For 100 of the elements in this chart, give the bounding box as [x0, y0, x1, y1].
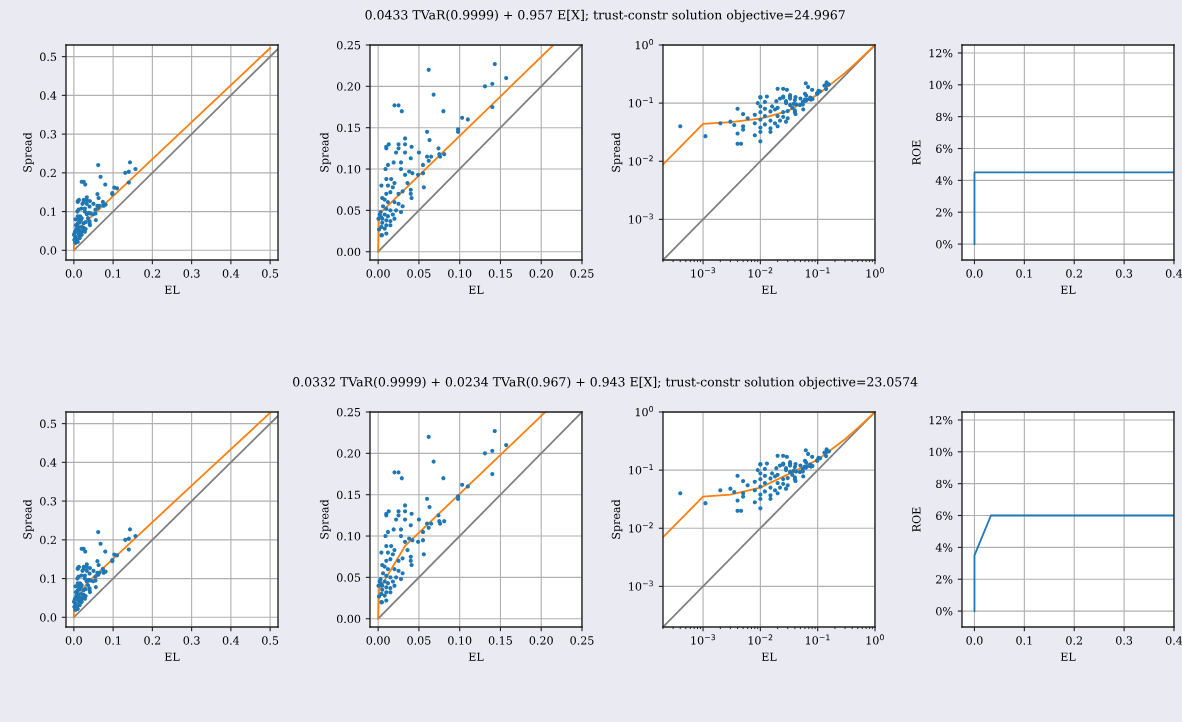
y-tick-label: 2% [936, 575, 953, 584]
y-axis-title: Spread [319, 132, 331, 172]
x-tick-label: 0.2 [1066, 636, 1082, 645]
text: 0.0332 TVaR(0.9999) + 0.0234 TVaR(0.967) + 0.943 E[X]; trust-constr solution objective=23.0574 [293, 376, 918, 390]
y-tick-label: 10$^{−1}$ [629, 464, 653, 475]
y-tick-label: 10$^{−3}$ [629, 580, 653, 591]
x-tick-label: 0.10 [448, 269, 472, 278]
x-axis-title: EL [1060, 652, 1076, 661]
y-tick-label: 6% [936, 511, 953, 520]
x-tick-label: 10$^{−2}$ [748, 634, 773, 645]
x-tick-label: 10$^{−1}$ [805, 267, 830, 278]
x-axis-title: EL [164, 285, 180, 294]
y-tick-label: 10$^{0}$ [635, 39, 654, 50]
x-tick-label: 0.15 [488, 269, 512, 278]
x-tick-label: 0.10 [448, 636, 472, 645]
x-axis-title: EL [468, 285, 484, 294]
y-tick-label: 8% [936, 479, 953, 489]
x-tick-label: 0.20 [529, 269, 553, 278]
y-tick-label: 0.25 [336, 40, 361, 50]
y-tick-label: 0.00 [336, 247, 361, 257]
y-tick-label: 12% [929, 415, 953, 425]
x-axis-title: EL [761, 652, 777, 661]
y-tick-label: 10$^{−2}$ [629, 155, 653, 166]
x-tick-label: 0.5 [262, 636, 279, 645]
x-tick-label: 0.5 [262, 269, 279, 278]
x-tick-label: 10$^{0}$ [866, 634, 884, 645]
y-tick-label: 0.3 [40, 130, 57, 139]
y-tick-label: 0.10 [336, 165, 361, 174]
x-tick-label: 0.1 [1016, 636, 1032, 645]
y-tick-label: 0.4 [40, 458, 57, 467]
y-tick-label: 10$^{−3}$ [629, 213, 653, 224]
y-tick-label: 8% [936, 112, 953, 122]
y-tick-label: 0.25 [336, 407, 361, 417]
x-tick-label: 10$^{−3}$ [691, 267, 716, 278]
x-axis-title: EL [761, 285, 777, 294]
y-tick-label: 0.2 [40, 535, 56, 545]
x-tick-label: 0.05 [407, 269, 431, 278]
y-tick-label: 12% [929, 48, 953, 58]
y-tick-label: 10% [929, 80, 953, 90]
y-tick-label: 0.05 [336, 573, 361, 582]
x-axis-title: EL [468, 652, 484, 661]
y-tick-label: 10$^{−2}$ [629, 522, 653, 533]
y-axis-title: ROE [912, 507, 921, 532]
x-tick-label: 0.3 [183, 269, 200, 278]
x-tick-label: 0.3 [1116, 636, 1133, 645]
y-axis-title: ROE [912, 140, 921, 165]
y-tick-label: 0% [936, 240, 953, 249]
x-tick-label: 0.4 [1165, 636, 1182, 645]
x-tick-label: 0.1 [105, 269, 121, 278]
y-tick-label: 0.20 [336, 82, 361, 91]
y-tick-label: 0.2 [40, 168, 56, 178]
line-series [377, 412, 547, 620]
y-tick-label: 0.3 [40, 497, 57, 506]
y-tick-label: 0.10 [336, 532, 361, 541]
y-tick-label: 10% [929, 447, 953, 457]
y-tick-label: 4% [935, 543, 953, 552]
y-tick-label: 6% [936, 144, 953, 153]
y-tick-label: 0.15 [336, 123, 361, 133]
y-tick-label: 0.05 [336, 206, 361, 215]
x-tick-label: 0.4 [222, 636, 240, 645]
x-tick-label: 0.2 [1066, 269, 1082, 278]
x-tick-label: 0.4 [1165, 269, 1182, 278]
x-tick-label: 0.15 [488, 636, 512, 645]
y-tick-label: 0.15 [336, 490, 361, 500]
x-tick-label: 10$^{−3}$ [691, 634, 716, 645]
x-axis-title: EL [164, 652, 180, 661]
x-tick-label: 0.20 [529, 636, 553, 645]
x-tick-label: 0.1 [105, 636, 121, 645]
y-tick-label: 0.5 [40, 52, 57, 61]
x-tick-label: 0.00 [366, 636, 390, 645]
y-axis-title: Spread [611, 132, 623, 172]
y-tick-label: 2% [936, 208, 953, 217]
y-tick-label: 10$^{0}$ [635, 406, 654, 417]
x-tick-label: 0.4 [222, 269, 240, 278]
x-tick-label: 10$^{0}$ [866, 267, 884, 278]
y-axis-title: Spread [22, 132, 34, 172]
x-tick-label: 0.3 [183, 636, 200, 645]
y-axis-title: Spread [611, 499, 623, 539]
y-tick-label: 0.00 [336, 614, 361, 624]
x-tick-label: 0.0 [65, 636, 82, 645]
y-tick-label: 0.4 [40, 91, 57, 100]
x-tick-label: 0.3 [1116, 269, 1133, 278]
y-tick-label: 4% [935, 176, 953, 185]
y-axis-title: Spread [319, 499, 331, 539]
x-tick-label: 10$^{−1}$ [805, 634, 830, 645]
x-tick-label: 0.0 [65, 269, 82, 278]
y-tick-label: 0.20 [336, 449, 361, 458]
y-tick-label: 0.5 [40, 419, 57, 428]
y-tick-label: 10$^{−1}$ [629, 97, 653, 108]
x-tick-label: 0.0 [966, 269, 983, 278]
y-axis-title: Spread [22, 499, 34, 539]
y-tick-label: 0% [936, 607, 953, 616]
x-tick-label: 0.25 [570, 636, 594, 645]
y-tick-label: 0.1 [40, 574, 56, 583]
x-tick-label: 0.2 [144, 636, 161, 645]
y-tick-label: 0.0 [40, 613, 57, 622]
x-tick-label: 10$^{−2}$ [748, 267, 773, 278]
x-tick-label: 0.1 [1016, 269, 1032, 278]
x-tick-label: 0.25 [570, 269, 594, 278]
text: 0.0433 TVaR(0.9999) + 0.957 E[X]; trust-constr solution objective=24.9967 [365, 9, 845, 23]
